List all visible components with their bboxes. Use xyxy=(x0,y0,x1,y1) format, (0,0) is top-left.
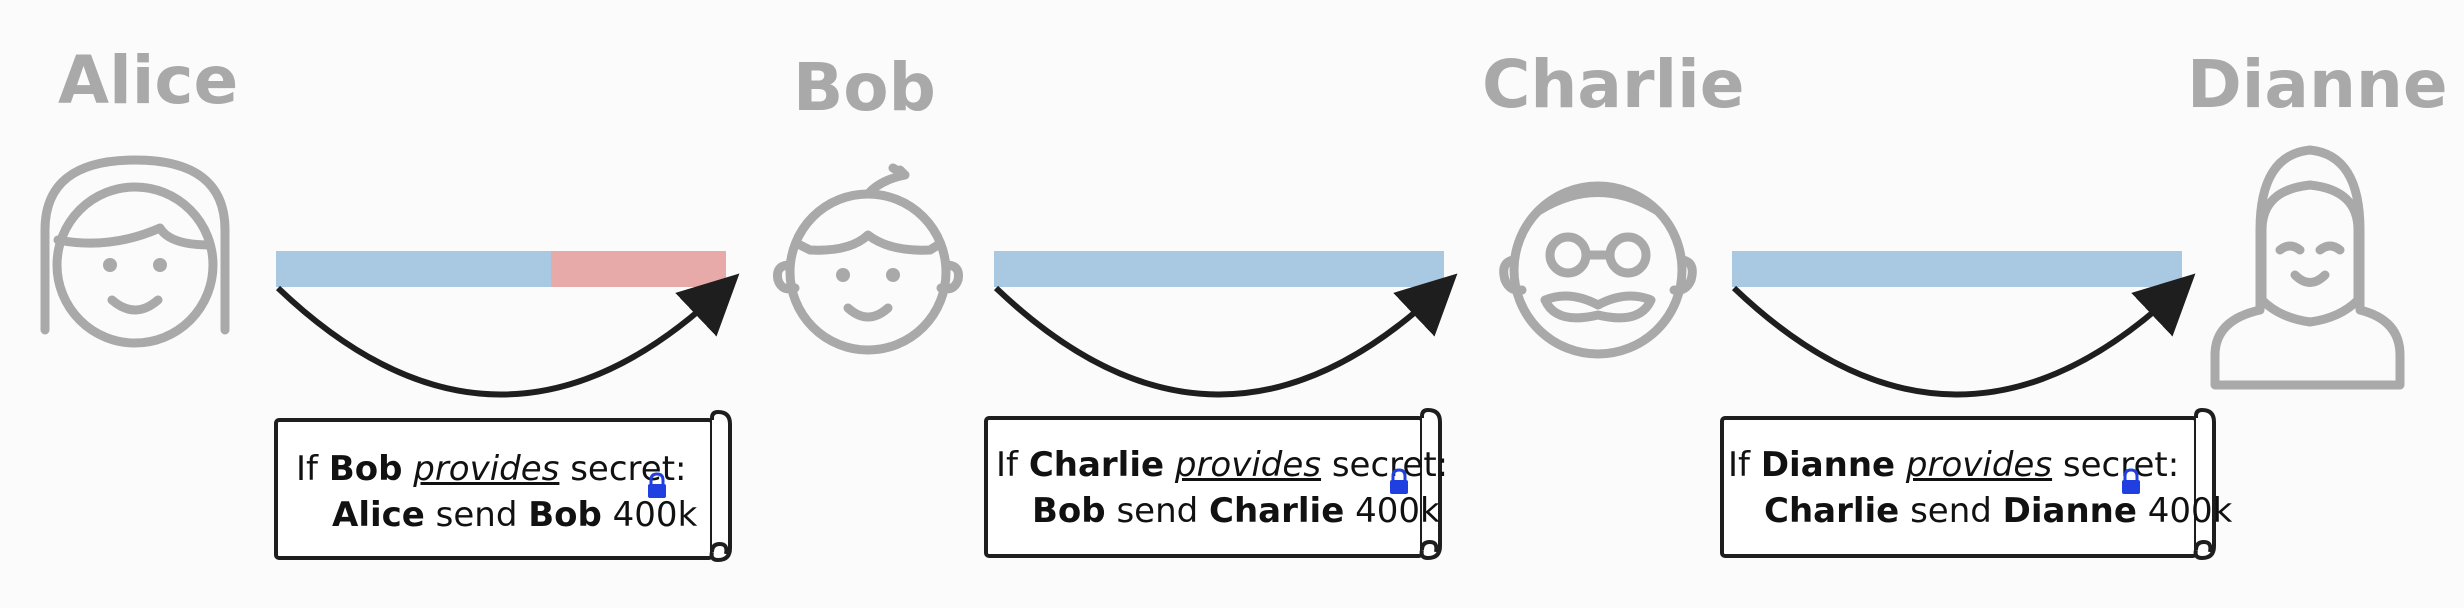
contract-receiver: Bob xyxy=(328,449,403,489)
contract-text-1: If Bob provides secret: Alice send Bob 4… xyxy=(296,446,697,538)
hijab-woman-icon xyxy=(2210,145,2405,390)
channel-balance-local-3 xyxy=(1732,251,2182,287)
lock-icon xyxy=(2122,468,2140,494)
channel-balance-local-2 xyxy=(994,251,1444,287)
contract-provides: provides xyxy=(1174,445,1322,485)
contract-if: If xyxy=(996,445,1018,485)
old-man-icon xyxy=(1499,181,1697,359)
contract-secret: secret: xyxy=(1331,445,1449,485)
lock-icon xyxy=(1390,468,1408,494)
person-name-dianne: Dianne xyxy=(2187,46,2448,123)
person-name-charlie: Charlie xyxy=(1482,46,1745,123)
contract-scroll-2 xyxy=(984,408,1442,560)
person-name-bob: Bob xyxy=(793,49,936,126)
contract-text-2: If Charlie provides secret: Bob send Cha… xyxy=(996,442,1448,534)
contract-send: send xyxy=(1910,491,1992,531)
channel-balance-remote-1 xyxy=(551,251,726,287)
contract-amount: 400k xyxy=(1355,491,1440,531)
contract-sender: Charlie xyxy=(1764,491,1900,531)
contract-scroll-1 xyxy=(274,410,732,562)
contract-sender: Bob xyxy=(1032,491,1106,531)
contract-line2: Alice send Bob 400k xyxy=(296,492,697,538)
contract-secret: secret: xyxy=(570,449,687,489)
payment-arrow-bob-charlie xyxy=(993,273,1458,398)
contract-if: If xyxy=(296,449,318,489)
payment-arrow-alice-bob xyxy=(275,273,740,398)
contract-send: send xyxy=(435,495,518,535)
contract-receiver2: Bob xyxy=(528,495,602,535)
contract-line2: Bob send Charlie 400k xyxy=(996,488,1448,534)
woman-icon xyxy=(40,155,230,348)
contract-if: If xyxy=(1728,445,1750,485)
contract-send: send xyxy=(1116,491,1199,531)
contract-secret: secret: xyxy=(2062,445,2180,485)
contract-provides: provides xyxy=(413,449,560,489)
contract-receiver2: Dianne xyxy=(2002,491,2137,531)
contract-receiver: Dianne xyxy=(1760,445,1896,485)
contract-sender: Alice xyxy=(332,495,425,535)
contract-provides: provides xyxy=(1905,445,2053,485)
contract-text-3: If Dianne provides secret: Charlie send … xyxy=(1728,442,2232,534)
contract-amount: 400k xyxy=(2147,491,2233,531)
contract-receiver2: Charlie xyxy=(1209,491,1345,531)
channel-balance-local-1 xyxy=(276,251,551,287)
contract-line2: Charlie send Dianne 400k xyxy=(1728,488,2232,534)
contract-scroll-3 xyxy=(1720,408,2216,560)
contract-amount: 400k xyxy=(612,495,698,535)
lock-icon xyxy=(648,472,666,498)
payment-arrow-charlie-dianne xyxy=(1731,273,2196,398)
contract-receiver: Charlie xyxy=(1028,445,1165,485)
person-name-alice: Alice xyxy=(58,42,239,119)
baby-icon xyxy=(773,163,963,355)
